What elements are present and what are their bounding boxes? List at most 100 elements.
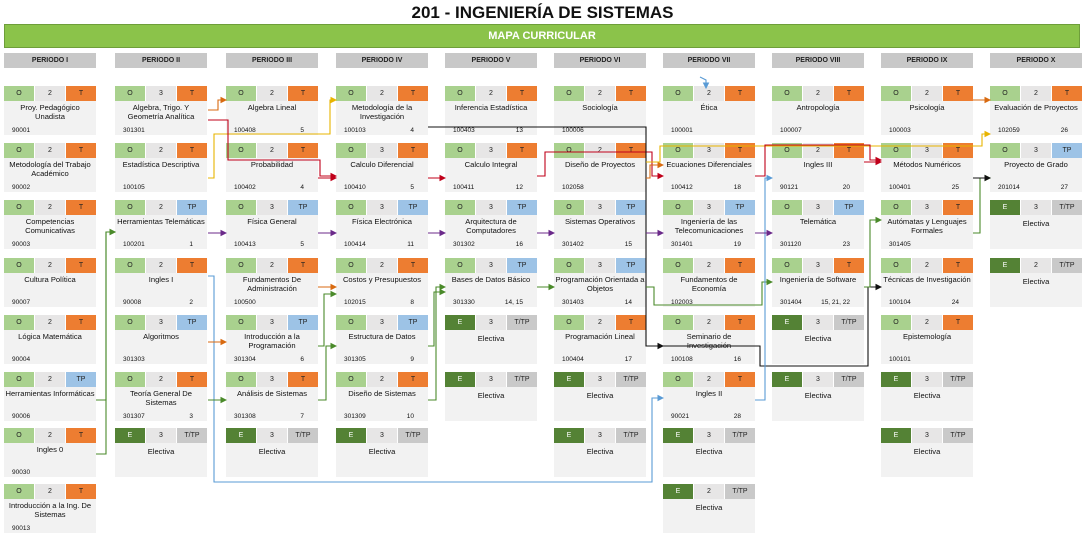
course-card[interactable]: O 3 T Autómatas y Lenguajes Formales 301405: [881, 200, 973, 249]
course-type-tag: O: [226, 86, 256, 101]
course-card[interactable]: O 3 TP Física General 100413 5: [226, 200, 318, 249]
elective-card[interactable]: E 3 T/TP Electiva: [772, 372, 864, 421]
course-card[interactable]: O 2 T Antropología 100007: [772, 86, 864, 135]
course-name: Introducción a la Ing. De Sistemas: [8, 501, 92, 519]
course-kind-tag: T/TP: [1052, 200, 1082, 215]
course-card[interactable]: O 2 TP Herramientas Telemáticas 100201 1: [115, 200, 207, 249]
elective-card[interactable]: E 3 T/TP Electiva: [881, 428, 973, 477]
course-card[interactable]: O 2 T Sociología 100006: [554, 86, 646, 135]
course-card[interactable]: O 2 T Algebra Lineal 100408 5: [226, 86, 318, 135]
course-card[interactable]: O 2 T Seminario de Investigación 100108 16: [663, 315, 755, 364]
elective-card[interactable]: E 3 T/TP Electiva: [226, 428, 318, 477]
course-card[interactable]: O 2 T Diseño de Proyectos 102058: [554, 143, 646, 192]
course-card[interactable]: O 3 TP Física Electrónica 100414 11: [336, 200, 428, 249]
course-number-tag: 2: [146, 143, 176, 158]
course-card[interactable]: O 2 T Competencias Comunicativas 90003: [4, 200, 96, 249]
course-card[interactable]: O 3 TP Introducción a la Programación 301304…: [226, 315, 318, 364]
course-code: 100403: [453, 127, 475, 134]
course-code: 301330: [453, 299, 475, 306]
period-column: PERIODO VII O 2 T Ética 100001 O 3 T Ecuaciones D…: [663, 53, 755, 533]
course-code: 100410: [344, 184, 366, 191]
course-card[interactable]: O 3 T Métodos Numéricos 100401 25: [881, 143, 973, 192]
course-card[interactable]: O 2 T Metodología del Trabajo Académico 9000…: [4, 143, 96, 192]
course-credits: 5: [300, 127, 304, 134]
course-card[interactable]: O 2 T Ética 100001: [663, 86, 755, 135]
course-card[interactable]: O 2 TP Herramientas Informáticas 90006: [4, 372, 96, 421]
course-card[interactable]: O 2 T Epistemología 100101: [881, 315, 973, 364]
course-credits: 16: [733, 356, 741, 363]
course-card[interactable]: O 3 T Análisis de Sistemas 301308 7: [226, 372, 318, 421]
course-card[interactable]: O 2 T Inferencia Estadística 100403 13: [445, 86, 537, 135]
elective-card[interactable]: E 2 T/TP Electiva: [990, 258, 1082, 307]
course-card[interactable]: O 3 TP Telemática 301120 23: [772, 200, 864, 249]
course-card[interactable]: O 2 T Técnicas de Investigación 100104 24: [881, 258, 973, 307]
course-card[interactable]: O 3 T Ingeniería de Software 301404 15, 21, 2…: [772, 258, 864, 307]
elective-card[interactable]: E 3 T/TP Electiva: [445, 315, 537, 364]
course-kind-tag: T/TP: [616, 428, 646, 443]
course-card[interactable]: O 2 T Costos y Presupuestos 102015 8: [336, 258, 428, 307]
course-kind-tag: T: [177, 372, 207, 387]
course-number-tag: 3: [585, 200, 615, 215]
elective-card[interactable]: E 3 T/TP Electiva: [663, 428, 755, 477]
elective-label: Electiva: [586, 447, 614, 456]
course-credits: 20: [842, 184, 850, 191]
course-number-tag: 2: [35, 372, 65, 387]
elective-card[interactable]: E 3 T/TP Electiva: [554, 372, 646, 421]
course-card[interactable]: O 2 T Fundamentos de Economía 102003: [663, 258, 755, 307]
course-card[interactable]: O 2 T Evaluación de Proyectos 102059 26: [990, 86, 1082, 135]
course-card[interactable]: O 2 T Cultura Política 90007: [4, 258, 96, 307]
course-card[interactable]: O 2 T Ingles 0 90030: [4, 428, 96, 477]
course-number-tag: 2: [35, 484, 65, 499]
course-card[interactable]: O 3 TP Ingeniería de las Telecomunicaciones…: [663, 200, 755, 249]
course-card[interactable]: O 3 TP Algoritmos 301303: [115, 315, 207, 364]
course-card[interactable]: O 2 T Programación Lineal 100404 17: [554, 315, 646, 364]
elective-card[interactable]: E 3 T/TP Electiva: [554, 428, 646, 477]
course-card[interactable]: O 2 T Lógica Matemática 90004: [4, 315, 96, 364]
course-card[interactable]: O 2 T Metodología de la Investigación 100103…: [336, 86, 428, 135]
course-kind-tag: T/TP: [1052, 258, 1082, 273]
period-header: PERIODO IV: [336, 53, 428, 68]
course-card[interactable]: O 2 T Ingles I 90008 2: [115, 258, 207, 307]
course-kind-tag: T: [834, 143, 864, 158]
course-credits: 18: [733, 184, 741, 191]
course-number-tag: 3: [367, 315, 397, 330]
course-card[interactable]: O 3 TP Proyecto de Grado 201014 27: [990, 143, 1082, 192]
course-kind-tag: T: [943, 315, 973, 330]
course-card[interactable]: O 3 T Calculo Diferencial 100410 5: [336, 143, 428, 192]
elective-card[interactable]: E 3 T/TP Electiva: [115, 428, 207, 477]
course-body: Calculo Integral 100411 12: [445, 158, 537, 192]
course-number-tag: 3: [803, 315, 833, 330]
course-card[interactable]: O 3 T Algebra, Trigo. Y Geometría Analítica…: [115, 86, 207, 135]
course-code: 100201: [123, 241, 145, 248]
course-card[interactable]: O 2 T Estadística Descriptiva 100105: [115, 143, 207, 192]
course-card[interactable]: O 3 TP Programación Orientada a Objetos 3014…: [554, 258, 646, 307]
period-column: PERIODO VI O 2 T Sociología 100006 O 2 T Diseño d…: [554, 53, 646, 525]
elective-card[interactable]: E 3 T/TP Electiva: [990, 200, 1082, 249]
elective-card[interactable]: E 3 T/TP Electiva: [881, 372, 973, 421]
course-card[interactable]: O 2 T Probabilidad 100402 4: [226, 143, 318, 192]
course-type-tag: O: [881, 200, 911, 215]
course-card[interactable]: O 3 TP Bases de Datos Básico 301330 14, 15: [445, 258, 537, 307]
course-card[interactable]: O 2 T Fundamentos De Administración 100500: [226, 258, 318, 307]
course-card[interactable]: O 3 TP Sistemas Operativos 301402 15: [554, 200, 646, 249]
course-name: Herramientas Telemáticas: [117, 217, 205, 226]
course-card[interactable]: O 3 TP Estructura de Datos 301305 9: [336, 315, 428, 364]
course-card[interactable]: O 2 T Psicología 100003: [881, 86, 973, 135]
course-number-tag: 3: [367, 143, 397, 158]
course-number-tag: 2: [585, 315, 615, 330]
course-credits: 5: [410, 184, 414, 191]
elective-card[interactable]: E 3 T/TP Electiva: [336, 428, 428, 477]
course-card[interactable]: O 2 T Diseño de Sistemas 301309 10: [336, 372, 428, 421]
course-card[interactable]: O 2 T Ingles II 90021 28: [663, 372, 755, 421]
course-card[interactable]: O 2 T Ingles III 90121 20: [772, 143, 864, 192]
course-card[interactable]: O 2 T Teoría General De Sistemas 301307 3: [115, 372, 207, 421]
course-card[interactable]: O 3 T Ecuaciones Diferenciales 100412 18: [663, 143, 755, 192]
course-card[interactable]: O 3 T Calculo Integral 100411 12: [445, 143, 537, 192]
course-tags: E 3 T/TP: [663, 428, 755, 443]
course-card[interactable]: O 2 T Proy. Pedagógico Unadista 90001: [4, 86, 96, 135]
elective-card[interactable]: E 3 T/TP Electiva: [772, 315, 864, 364]
elective-card[interactable]: E 3 T/TP Electiva: [445, 372, 537, 421]
course-number-tag: 2: [35, 258, 65, 273]
course-card[interactable]: O 3 TP Arquitectura de Computadores 301302 16: [445, 200, 537, 249]
